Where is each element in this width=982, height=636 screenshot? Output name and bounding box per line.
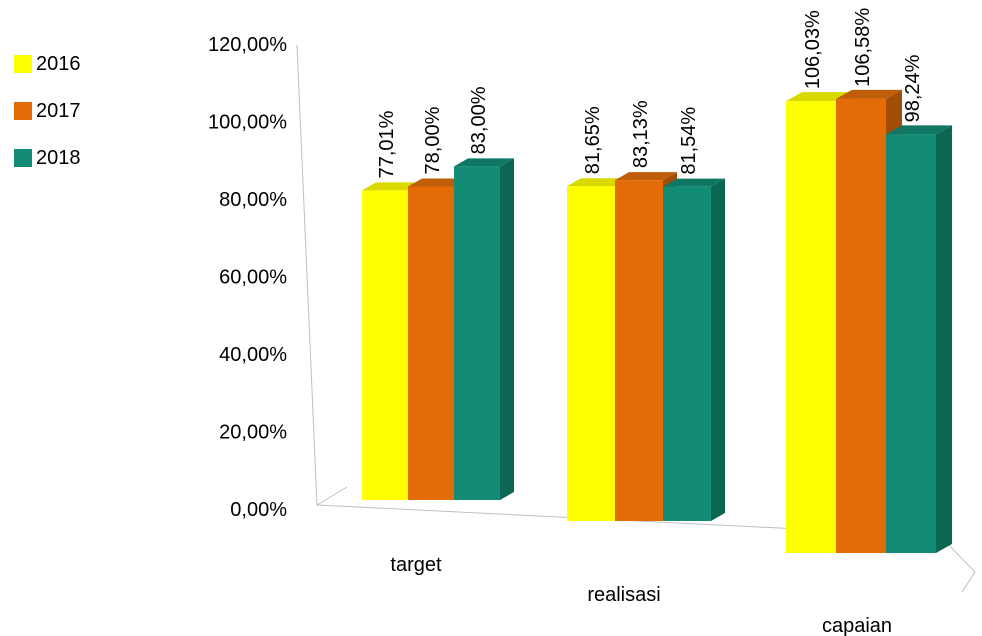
- data-label-2016-capaian: 106,03%: [802, 10, 824, 89]
- bar-top-2016-capaian: [786, 92, 852, 102]
- y-tick-label: 80,00%: [219, 189, 287, 211]
- y-tick-label: 20,00%: [219, 422, 287, 444]
- data-label-2017-capaian: 106,58%: [852, 8, 874, 87]
- legend-swatch-2018: [14, 149, 32, 167]
- data-label-2018-realisasi: 81,54%: [678, 107, 700, 175]
- chart-bars: [362, 89, 952, 554]
- y-tick-label: 60,00%: [219, 267, 287, 289]
- category-label-realisasi: realisasi: [587, 584, 660, 606]
- floor-left-edge: [316, 486, 348, 506]
- chart-labels: 77,01% 78,00% 83,00% target 81,65% 83,13% 81,5…: [376, 8, 924, 636]
- bar-top-2018-capaian: [886, 125, 952, 135]
- legend-label-2016: 2016: [36, 52, 81, 75]
- bar-2018-realisasi: [663, 186, 711, 521]
- bar-side-2018-target: [500, 158, 514, 500]
- bar-2018-target: [454, 166, 500, 500]
- legend-item-2017: 2017: [14, 99, 81, 123]
- bar-top-2018-realisasi: [663, 178, 725, 187]
- legend-item-2016: 2016: [14, 52, 81, 76]
- bar-side-2018-realisasi: [711, 178, 725, 521]
- data-label-2017-target: 78,00%: [422, 106, 444, 174]
- bar-top-2017-capaian: [836, 89, 902, 99]
- bar-side-2018-capaian: [936, 125, 952, 554]
- chart-axes: 0,00% 20,00% 40,00% 60,00% 80,00% 100,00% 120,…: [208, 34, 976, 593]
- legend-swatch-2017: [14, 102, 32, 120]
- y-axis-wall-line: [296, 44, 318, 506]
- y-tick-label: 100,00%: [208, 112, 287, 134]
- category-label-target: target: [390, 554, 442, 576]
- bar-top-2018-target: [454, 158, 514, 167]
- legend-item-2018: 2018: [14, 146, 81, 170]
- bar-2016-target: [362, 190, 408, 500]
- legend-label-2018: 2018: [36, 146, 81, 169]
- category-label-capaian: capaian: [822, 615, 892, 636]
- y-tick-label: 120,00%: [208, 34, 287, 56]
- bar-top-2017-target: [408, 178, 468, 187]
- bar-2017-target: [408, 186, 454, 500]
- legend: 2016 2017 2018: [14, 52, 81, 193]
- y-tick-label: 40,00%: [219, 344, 287, 366]
- data-label-2016-target: 77,01%: [376, 110, 398, 178]
- legend-swatch-2016: [14, 55, 32, 73]
- bar-2018-capaian: [886, 134, 936, 554]
- bar-2017-realisasi: [615, 180, 663, 522]
- data-label-2016-realisasi: 81,65%: [582, 106, 604, 174]
- bar-2016-realisasi: [567, 186, 615, 522]
- bar-2016-capaian: [786, 101, 836, 553]
- legend-label-2017: 2017: [36, 99, 81, 122]
- bar-top-2016-target: [362, 182, 422, 191]
- data-label-2018-target: 83,00%: [468, 86, 490, 154]
- bar-2017-capaian: [836, 98, 886, 553]
- bar-top-2017-realisasi: [615, 172, 677, 181]
- data-label-2017-realisasi: 83,13%: [630, 100, 652, 168]
- data-label-2018-capaian: 98,24%: [902, 54, 924, 122]
- bar-top-2016-realisasi: [567, 178, 629, 187]
- y-tick-label: 0,00%: [230, 499, 287, 521]
